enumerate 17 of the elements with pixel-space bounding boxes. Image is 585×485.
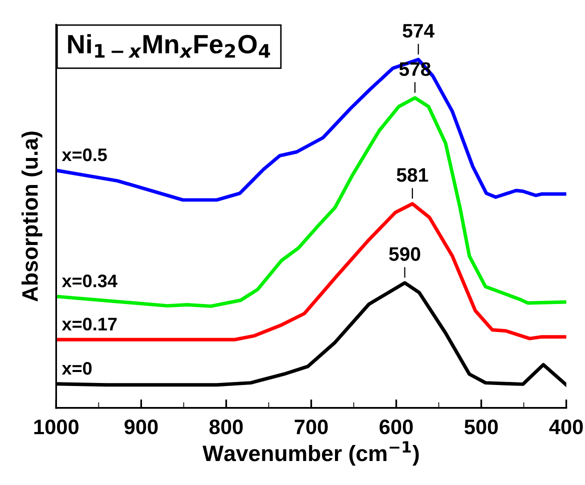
x-tick-label: 700 <box>294 420 328 434</box>
annotation: 574 <box>402 24 434 38</box>
x-tick-label: 400 <box>549 420 583 434</box>
x-axis-title: Wavenumber (cm$^{−1}$) <box>202 441 419 466</box>
y-axis-title: Absorption (u.a) <box>22 132 42 302</box>
x-tick-label: 500 <box>464 420 498 434</box>
x-tick-label: 800 <box>209 420 243 434</box>
x-tick-label: 900 <box>124 420 158 434</box>
x-tick-label: 1000 <box>34 420 78 434</box>
x-tick-label: 600 <box>380 420 413 434</box>
series-label: x=0 <box>62 362 92 375</box>
annotation: 581 <box>396 168 428 182</box>
annotation: 590 <box>389 247 420 261</box>
chart-title: Ni$_{1−x}$Mn$_{x}$Fe$_{2}$O$_{4}$ <box>68 34 270 58</box>
series-label: x=0.17 <box>62 318 117 330</box>
series-label: x=0.34 <box>62 274 118 288</box>
series-label: x=0.5 <box>62 148 107 162</box>
